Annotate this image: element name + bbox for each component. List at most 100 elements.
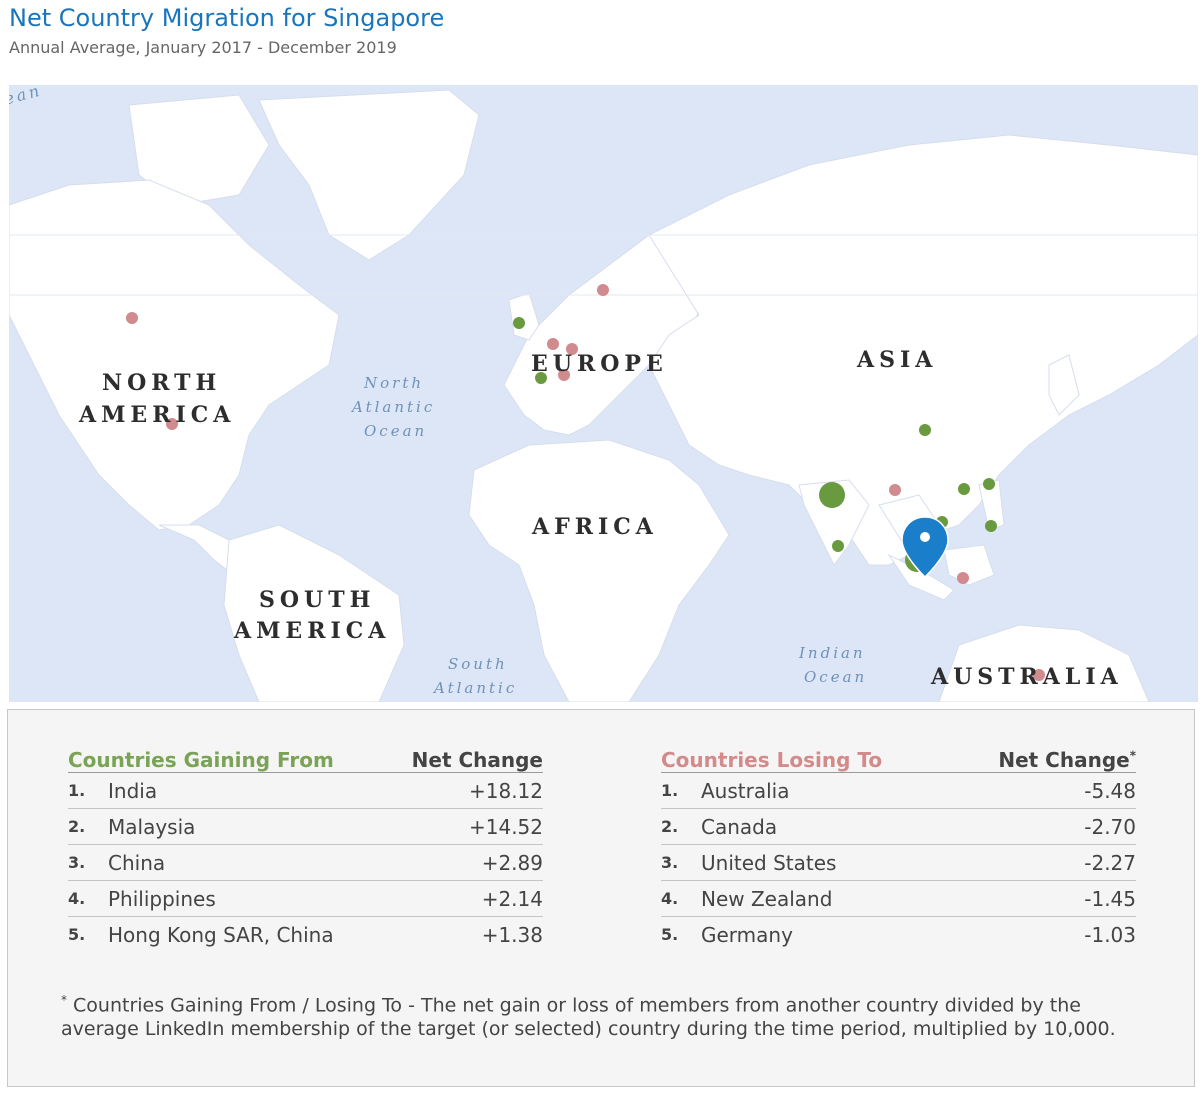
row-rank: 5.: [68, 925, 86, 944]
ocean-label-south-atlantic-1: South: [448, 655, 508, 673]
row-net-change: -1.03: [1084, 922, 1136, 947]
pin-center: [920, 532, 930, 542]
row-country: Hong Kong SAR, China: [108, 922, 334, 947]
losing-table-header: Countries Losing To Net Change*: [661, 740, 1136, 773]
continent-label-north-america-2: AMERICA: [79, 402, 236, 428]
losing-net-change-label: Net Change: [998, 748, 1130, 772]
uk-dot[interactable]: [513, 317, 525, 329]
continent-label-south-america-2: AMERICA: [234, 618, 391, 644]
footnote-asterisk: *: [61, 993, 67, 1007]
page-subtitle: Annual Average, January 2017 - December …: [9, 38, 397, 57]
gaining-row: 4. Philippines +2.14: [68, 881, 543, 917]
footnote-text: Countries Gaining From / Losing To - The…: [61, 994, 1116, 1041]
united-states-dot[interactable]: [166, 418, 178, 430]
taiwan-dot[interactable]: [983, 478, 995, 490]
gaining-table-header: Countries Gaining From Net Change: [68, 740, 543, 773]
gaining-row: 3. China +2.89: [68, 845, 543, 881]
row-country: Australia: [701, 778, 790, 803]
row-net-change: -1.45: [1084, 886, 1136, 911]
row-net-change: +1.38: [481, 922, 543, 947]
row-net-change: +14.52: [468, 814, 543, 839]
row-country: New Zealand: [701, 886, 833, 911]
netherlands-dot[interactable]: [547, 338, 559, 350]
row-country: India: [108, 778, 158, 803]
australia-land: [938, 624, 1150, 702]
gaining-header-label: Countries Gaining From: [68, 748, 334, 772]
switzerland-dot[interactable]: [558, 369, 570, 381]
migration-tables-panel: Countries Gaining From Net Change 1. Indi…: [7, 709, 1195, 1087]
row-country: China: [108, 850, 166, 875]
row-country: Germany: [701, 922, 793, 947]
row-rank: 1.: [661, 781, 679, 800]
myanmar-dot[interactable]: [889, 484, 901, 496]
gaining-rows: 1. India +18.12 2. Malaysia +14.52 3. China +2.8…: [68, 773, 543, 952]
china-dot[interactable]: [919, 424, 931, 436]
arctic-islands-land: [128, 94, 270, 206]
continent-label-south-america-1: SOUTH: [259, 587, 376, 613]
ocean-label-north-atlantic-2: Atlantic: [352, 398, 436, 416]
losing-rows: 1. Australia -5.48 2. Canada -2.70 3. United St…: [661, 773, 1136, 952]
losing-row: 5. Germany -1.03: [661, 917, 1136, 952]
gaining-row: 2. Malaysia +14.52: [68, 809, 543, 845]
row-rank: 4.: [68, 889, 86, 908]
hong-kong-dot[interactable]: [958, 483, 970, 495]
row-rank: 1.: [68, 781, 86, 800]
borneo-land: [943, 544, 995, 586]
world-map[interactable]: ean NORTH AMERICA SOUTH AMERICA EUROPE A…: [9, 85, 1198, 702]
sweden-dot[interactable]: [597, 284, 609, 296]
losing-row: 1. Australia -5.48: [661, 773, 1136, 809]
asterisk-mark: *: [1129, 748, 1136, 763]
philippines-dot[interactable]: [985, 520, 997, 532]
row-country: Canada: [701, 814, 778, 839]
japan-land: [1048, 354, 1080, 416]
continent-label-australia: AUSTRALIA: [931, 664, 1123, 690]
losing-row: 4. New Zealand -1.45: [661, 881, 1136, 917]
africa-land: [468, 439, 730, 702]
greenland-land: [258, 89, 480, 261]
ocean-label-north-atlantic-1: North: [364, 374, 425, 392]
row-country: United States: [701, 850, 837, 875]
row-net-change: +2.89: [481, 850, 543, 875]
row-rank: 2.: [661, 817, 679, 836]
row-rank: 4.: [661, 889, 679, 908]
row-net-change: -2.27: [1084, 850, 1136, 875]
india-dot[interactable]: [819, 482, 845, 508]
gaining-table: Countries Gaining From Net Change 1. Indi…: [68, 740, 543, 952]
india-land: [798, 479, 870, 566]
row-country: Philippines: [108, 886, 216, 911]
row-rank: 3.: [68, 853, 86, 872]
south-america-land: [223, 524, 405, 702]
footnote: * Countries Gaining From / Losing To - T…: [61, 988, 1141, 1041]
continent-label-north-america-1: NORTH: [102, 370, 222, 396]
losing-net-change-header: Net Change*: [998, 748, 1136, 772]
sri-lanka-dot[interactable]: [832, 540, 844, 552]
ocean-label-south-atlantic-2: Atlantic: [434, 679, 518, 697]
row-rank: 2.: [68, 817, 86, 836]
gaining-row: 1. India +18.12: [68, 773, 543, 809]
row-net-change: -5.48: [1084, 778, 1136, 803]
france-dot[interactable]: [535, 372, 547, 384]
indonesia-dot[interactable]: [957, 572, 969, 584]
losing-header-label: Countries Losing To: [661, 748, 883, 772]
continent-label-asia: ASIA: [857, 347, 938, 373]
row-net-change: -2.70: [1084, 814, 1136, 839]
north-america-land: [9, 179, 340, 531]
location-pin-icon: [901, 516, 949, 579]
germany-dot[interactable]: [566, 343, 578, 355]
row-net-change: +18.12: [468, 778, 543, 803]
canada-dot[interactable]: [126, 312, 138, 324]
gaining-net-change-header: Net Change: [411, 748, 543, 772]
ocean-label-indian-2: Ocean: [804, 668, 868, 686]
row-net-change: +2.14: [481, 886, 543, 911]
losing-row: 3. United States -2.27: [661, 845, 1136, 881]
australia-dot[interactable]: [1033, 669, 1045, 681]
ocean-label-indian-1: Indian: [799, 644, 866, 662]
row-rank: 5.: [661, 925, 679, 944]
row-country: Malaysia: [108, 814, 196, 839]
continent-label-europe: EUROPE: [531, 351, 668, 377]
losing-row: 2. Canada -2.70: [661, 809, 1136, 845]
losing-table: Countries Losing To Net Change* 1. Austra…: [661, 740, 1136, 952]
singapore-marker[interactable]: [901, 516, 949, 579]
gaining-row: 5. Hong Kong SAR, China +1.38: [68, 917, 543, 952]
page-title: Net Country Migration for Singapore: [9, 4, 445, 32]
